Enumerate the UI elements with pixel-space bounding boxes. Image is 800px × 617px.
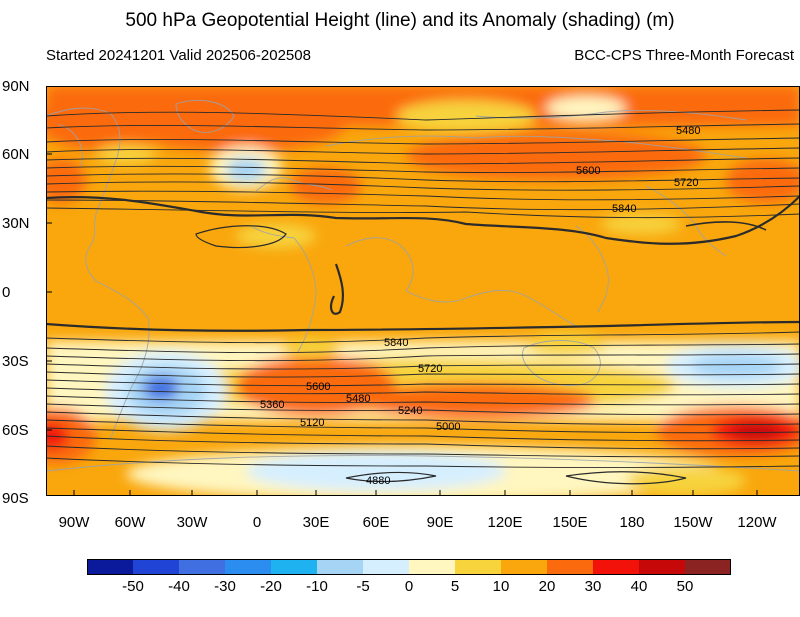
colorbar-swatch xyxy=(501,559,548,575)
colorbar-label: -10 xyxy=(306,578,328,595)
colorbar-label: -20 xyxy=(260,578,282,595)
forecast-source: BCC-CPS Three-Month Forecast xyxy=(574,47,794,64)
contour-labels: 5480 5600 5720 5840 5840 5720 5600 5480 … xyxy=(260,125,700,487)
colorbar-label: -30 xyxy=(214,578,236,595)
colorbar-label: 30 xyxy=(584,578,602,595)
chart-title: 500 hPa Geopotential Height (line) and i… xyxy=(125,10,675,31)
lon-label: 90E xyxy=(426,514,454,531)
lon-label: 0 xyxy=(252,514,262,531)
lon-label: 150W xyxy=(673,514,713,531)
contour-label: 5480 xyxy=(346,393,370,405)
contour-label: 5480 xyxy=(676,125,700,137)
anomaly-map: 5480 5600 5720 5840 5840 5720 5600 5480 … xyxy=(46,86,800,496)
contour-label: 5360 xyxy=(260,399,284,411)
contour-label: 5600 xyxy=(306,381,330,393)
colorbar-swatch xyxy=(409,559,456,575)
colorbar-label: 10 xyxy=(492,578,510,595)
colorbar-label: 50 xyxy=(676,578,694,595)
colorbar-label: -40 xyxy=(168,578,190,595)
contour-label: 5720 xyxy=(674,177,698,189)
colorbar-swatch xyxy=(271,559,318,575)
coastlines xyxy=(46,99,800,472)
colorbar-swatch xyxy=(87,559,134,575)
colorbar-swatch xyxy=(363,559,410,575)
colorbar-swatch xyxy=(547,559,594,575)
colorbar-swatch xyxy=(317,559,364,575)
lat-label: 60S xyxy=(2,422,29,439)
colorbar-swatch xyxy=(133,559,180,575)
colorbar-swatch xyxy=(455,559,502,575)
colorbar-swatches xyxy=(87,559,731,575)
colorbar-label: 20 xyxy=(538,578,556,595)
colorbar-swatch xyxy=(685,559,731,575)
lat-label: 30N xyxy=(2,215,30,232)
contour-label: 5240 xyxy=(398,405,422,417)
contour-label: 5000 xyxy=(436,421,460,433)
lon-label: 30E xyxy=(302,514,330,531)
lat-label: 60N xyxy=(2,146,30,163)
height-contours xyxy=(46,109,800,485)
colorbar-label: -5 xyxy=(356,578,370,595)
lon-label: 180 xyxy=(619,514,645,531)
colorbar-label: 40 xyxy=(630,578,648,595)
lat-label: 90N xyxy=(2,78,30,95)
contour-label: 4880 xyxy=(366,475,390,487)
lon-label: 30W xyxy=(176,514,208,531)
lat-label: 30S xyxy=(2,353,29,370)
lon-label: 150E xyxy=(552,514,588,531)
colorbar-label: 5 xyxy=(450,578,460,595)
anomaly-shading xyxy=(46,86,800,496)
forecast-period: Started 20241201 Valid 202506-202508 xyxy=(46,47,311,64)
lon-label: 60W xyxy=(114,514,146,531)
lon-label: 120E xyxy=(487,514,523,531)
colorbar-swatch xyxy=(179,559,226,575)
contour-label: 5600 xyxy=(576,165,600,177)
colorbar-label: 0 xyxy=(404,578,414,595)
contour-label: 5720 xyxy=(418,363,442,375)
contour-label: 5840 xyxy=(612,203,636,215)
colorbar-swatch xyxy=(593,559,640,575)
colorbar-swatch xyxy=(639,559,686,575)
lon-label: 60E xyxy=(362,514,390,531)
lon-label: 90W xyxy=(58,514,90,531)
contour-label: 5840 xyxy=(384,337,408,349)
axis-ticks xyxy=(46,153,758,496)
colorbar xyxy=(87,559,731,575)
colorbar-label: -50 xyxy=(122,578,144,595)
contour-label: 5120 xyxy=(300,417,324,429)
colorbar-swatch xyxy=(225,559,272,575)
lat-label: 0 xyxy=(2,284,11,301)
lon-label: 120W xyxy=(737,514,777,531)
lat-label: 90S xyxy=(2,490,29,507)
